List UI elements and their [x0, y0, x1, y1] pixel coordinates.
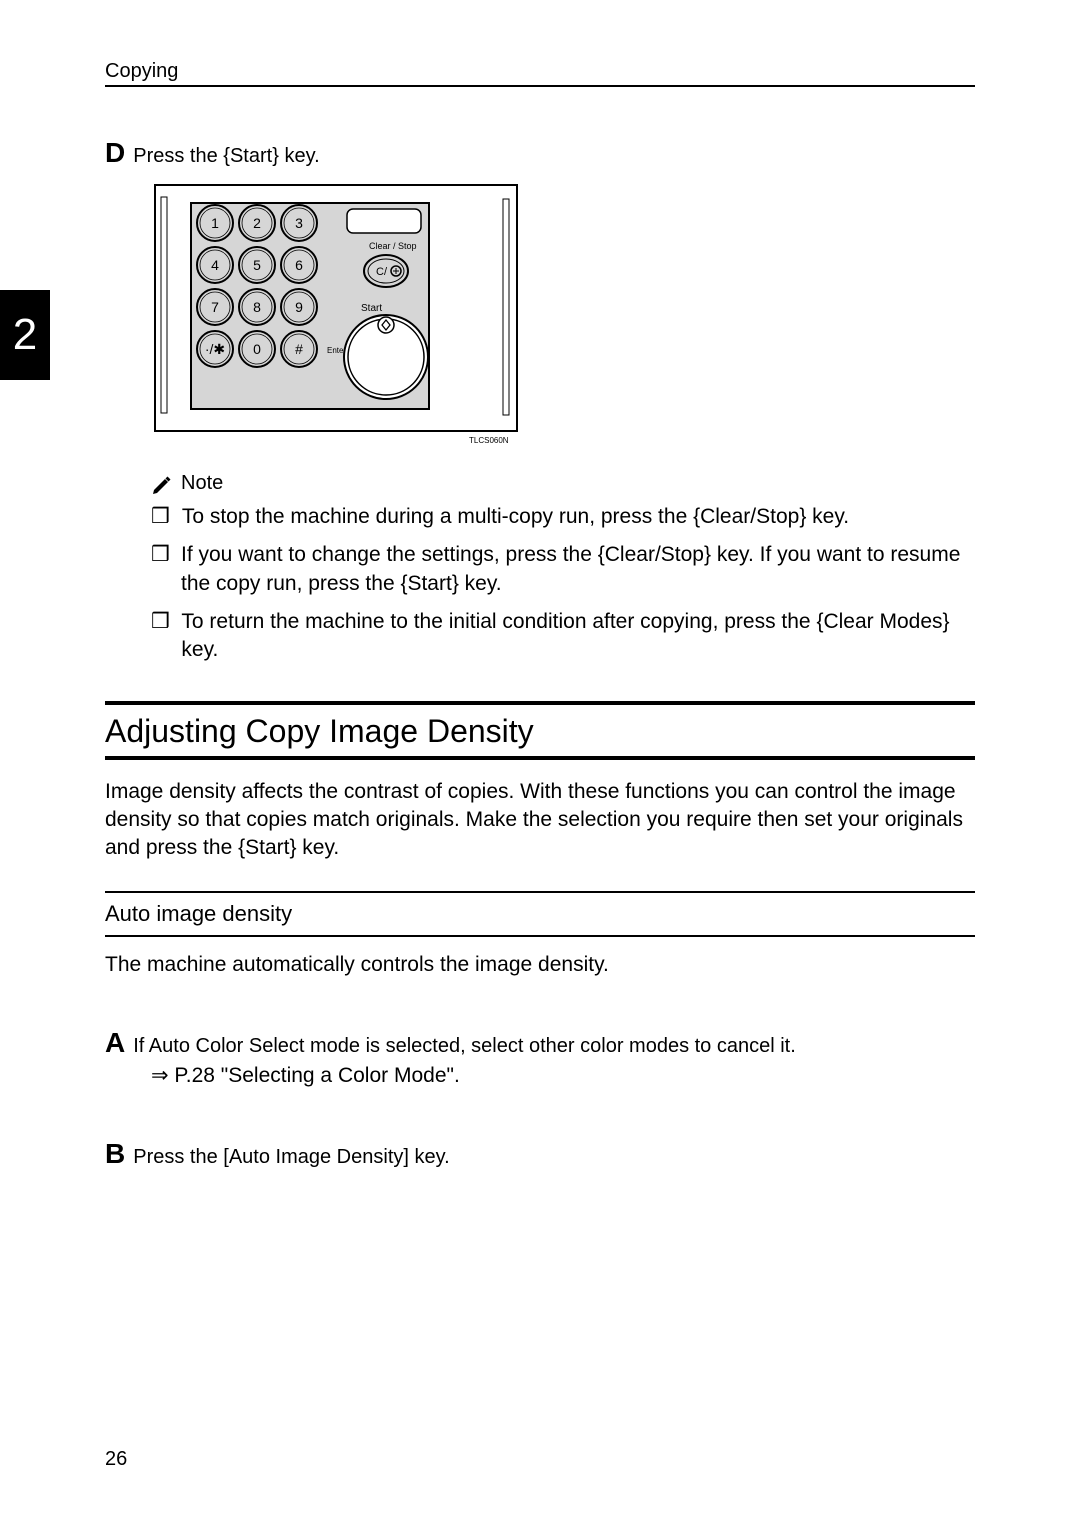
- note-text: If you want to change the settings, pres…: [181, 541, 975, 598]
- svg-text:·/✱: ·/✱: [205, 341, 225, 357]
- note-label: Note: [181, 472, 223, 495]
- page-number: 26: [105, 1448, 127, 1471]
- sub-body: The machine automatically controls the i…: [105, 953, 975, 977]
- svg-text:9: 9: [295, 299, 303, 315]
- step-d: D Press the {Start} key.: [105, 137, 975, 169]
- note-item: ❒ To stop the machine during a multi-copy…: [151, 503, 975, 531]
- svg-text:TLCS060N: TLCS060N: [469, 436, 509, 445]
- section-body: Image density affects the contrast of co…: [105, 778, 975, 863]
- chapter-tab: 2: [0, 290, 50, 380]
- step-b-text: Press the [Auto Image Density] key.: [133, 1146, 449, 1169]
- step-a: A If Auto Color Select mode is selected,…: [105, 1027, 975, 1088]
- svg-text:Clear / Stop: Clear / Stop: [369, 241, 417, 251]
- svg-text:#: #: [295, 341, 303, 357]
- svg-text:6: 6: [295, 257, 303, 273]
- pencil-icon: [151, 473, 173, 495]
- svg-text:C/: C/: [376, 266, 388, 278]
- svg-text:0: 0: [253, 341, 261, 357]
- note-head: Note: [151, 472, 975, 495]
- step-letter-a: A: [105, 1027, 125, 1059]
- svg-text:4: 4: [211, 257, 219, 273]
- keypad-diagram: 123456789·/✱0#EnterClear / StopC/StartTL…: [151, 181, 975, 454]
- note-text: To stop the machine during a multi-copy …: [182, 503, 849, 531]
- note-item: ❒If you want to change the settings, pre…: [151, 541, 975, 598]
- section-title: Adjusting Copy Image Density: [105, 701, 975, 760]
- note-bullet: ❒: [151, 541, 169, 598]
- note-bullet: ❒: [151, 608, 169, 665]
- svg-text:3: 3: [295, 215, 303, 231]
- svg-text:2: 2: [253, 215, 261, 231]
- svg-text:1: 1: [211, 215, 219, 231]
- step-letter-d: D: [105, 137, 125, 169]
- keypad-svg: 123456789·/✱0#EnterClear / StopC/StartTL…: [151, 181, 521, 449]
- note-section: Note ❒ To stop the machine during a multi…: [151, 472, 975, 665]
- note-list: ❒ To stop the machine during a multi-copy…: [151, 503, 975, 665]
- note-item: ❒To return the machine to the initial co…: [151, 608, 975, 665]
- svg-text:8: 8: [253, 299, 261, 315]
- note-bullet: ❒: [151, 503, 170, 531]
- page-content: Copying D Press the {Start} key. 1 2 3 4 5 6 7…: [0, 0, 1080, 1210]
- step-b: B Press the [Auto Image Density] key.: [105, 1138, 975, 1170]
- note-text: To return the machine to the initial con…: [181, 608, 975, 665]
- svg-text:5: 5: [253, 257, 261, 273]
- step-a-ref: ⇒ P.28 "Selecting a Color Mode".: [151, 1063, 975, 1088]
- step-a-text: If Auto Color Select mode is selected, s…: [133, 1035, 796, 1058]
- step-d-text: Press the {Start} key.: [133, 145, 319, 168]
- svg-text:7: 7: [211, 299, 219, 315]
- chapter-number: 2: [13, 310, 37, 360]
- page-header: Copying: [105, 60, 975, 87]
- sub-section-title: Auto image density: [105, 891, 975, 937]
- header-title: Copying: [105, 60, 178, 82]
- svg-text:Start: Start: [361, 303, 382, 314]
- step-letter-b: B: [105, 1138, 125, 1170]
